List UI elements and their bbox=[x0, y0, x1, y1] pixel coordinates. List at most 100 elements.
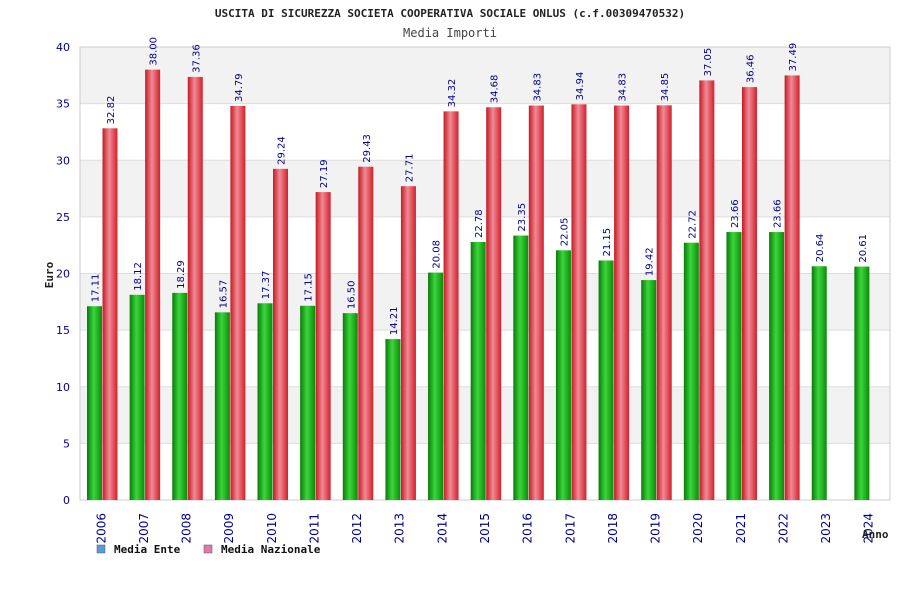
value-label-media-ente: 16.50 bbox=[346, 280, 357, 309]
bar-media-ente bbox=[87, 306, 102, 500]
bar-media-nazionale bbox=[273, 168, 289, 500]
bar-media-ente bbox=[641, 280, 657, 500]
x-tick-label: 2007 bbox=[137, 513, 151, 544]
value-label-media-nazionale: 36.46 bbox=[745, 54, 756, 83]
x-tick-label: 2024 bbox=[862, 513, 876, 544]
value-label-media-ente: 23.66 bbox=[773, 199, 784, 228]
value-label-media-ente: 16.57 bbox=[218, 280, 229, 309]
bar-media-ente bbox=[428, 272, 444, 500]
bars bbox=[87, 69, 870, 501]
bar-media-nazionale bbox=[571, 104, 587, 500]
bar-media-ente bbox=[683, 242, 699, 501]
bar-media-nazionale bbox=[784, 75, 800, 500]
chart-title: USCITA DI SICUREZZA SOCIETA COOPERATIVA … bbox=[215, 7, 685, 20]
x-tick-label: 2020 bbox=[691, 513, 705, 544]
bar-media-ente bbox=[385, 339, 401, 500]
bar-media-nazionale bbox=[230, 106, 246, 501]
legend: Media Ente Media Nazionale bbox=[96, 543, 321, 556]
bar-media-ente bbox=[598, 260, 614, 500]
value-label-media-ente: 22.78 bbox=[474, 209, 485, 238]
value-label-media-nazionale: 37.05 bbox=[703, 48, 714, 77]
legend-swatch-media-nazionale bbox=[203, 544, 213, 554]
bar-media-ente bbox=[555, 250, 571, 500]
value-label-media-ente: 22.05 bbox=[559, 218, 570, 247]
value-label-media-ente: 17.15 bbox=[304, 273, 315, 302]
bar-media-nazionale bbox=[614, 105, 630, 501]
y-tick-label: 5 bbox=[63, 437, 70, 450]
y-tick-label: 30 bbox=[56, 154, 70, 167]
value-label-media-nazionale: 29.24 bbox=[277, 136, 288, 165]
legend-label-media-nazionale: Media Nazionale bbox=[221, 543, 321, 556]
y-tick-label: 20 bbox=[56, 268, 70, 281]
bar-media-ente bbox=[513, 235, 529, 500]
value-label-media-nazionale: 37.49 bbox=[788, 43, 799, 72]
value-label-media-ente: 20.08 bbox=[432, 240, 443, 269]
bar-media-ente bbox=[769, 232, 785, 500]
x-tick-label: 2010 bbox=[265, 513, 279, 544]
value-label-media-nazionale: 34.85 bbox=[660, 73, 671, 102]
value-label-media-nazionale: 27.19 bbox=[319, 159, 330, 188]
bar-media-ente bbox=[214, 312, 230, 500]
value-label-media-nazionale: 34.83 bbox=[532, 73, 543, 102]
bar-media-nazionale bbox=[486, 107, 502, 501]
x-tick-label: 2012 bbox=[350, 513, 364, 544]
y-tick-label: 15 bbox=[56, 324, 70, 337]
bar-media-ente bbox=[726, 232, 742, 500]
value-label-media-nazionale: 34.79 bbox=[234, 73, 245, 102]
y-axis-label: Euro bbox=[43, 261, 56, 288]
bar-media-ente bbox=[257, 303, 273, 500]
bar-media-nazionale bbox=[358, 166, 374, 500]
value-label-media-nazionale: 38.00 bbox=[149, 37, 160, 66]
x-tick-label: 2021 bbox=[734, 513, 748, 544]
value-labels: 17.11 32.82 18.12 38.00 18.29 37.36 16.57 34.79… bbox=[91, 37, 869, 335]
value-label-media-ente: 22.72 bbox=[687, 210, 698, 239]
bar-media-ente bbox=[811, 266, 827, 500]
value-label-media-nazionale: 29.43 bbox=[362, 134, 373, 163]
legend-swatch-media-ente bbox=[96, 544, 106, 554]
x-axis-ticks: 2006 2007 2008 2009 2010 2011 2012 2013 2014 2015… bbox=[94, 513, 875, 544]
x-tick-label: 2009 bbox=[222, 513, 236, 544]
bar-media-nazionale bbox=[528, 105, 544, 501]
bar-media-nazionale bbox=[656, 105, 672, 500]
value-label-media-nazionale: 34.32 bbox=[447, 79, 458, 108]
bar-media-nazionale bbox=[400, 186, 416, 500]
value-label-media-ente: 23.35 bbox=[517, 203, 528, 232]
x-axis-label: Anno bbox=[862, 528, 889, 541]
value-label-media-ente: 19.42 bbox=[645, 247, 656, 276]
x-tick-label: 2008 bbox=[180, 513, 194, 544]
x-tick-label: 2013 bbox=[393, 513, 407, 544]
value-label-media-ente: 20.64 bbox=[815, 234, 826, 263]
value-label-media-nazionale: 37.36 bbox=[191, 44, 202, 73]
y-tick-label: 35 bbox=[56, 98, 70, 111]
x-tick-label: 2011 bbox=[307, 513, 321, 544]
value-label-media-ente: 14.21 bbox=[389, 306, 400, 335]
x-tick-label: 2015 bbox=[478, 513, 492, 544]
y-axis-ticks: 0 5 10 15 20 25 30 35 40 bbox=[56, 41, 70, 507]
value-label-media-ente: 20.61 bbox=[858, 234, 869, 263]
value-label-media-nazionale: 34.94 bbox=[575, 72, 586, 101]
y-tick-label: 10 bbox=[56, 381, 70, 394]
value-label-media-ente: 21.15 bbox=[602, 228, 613, 257]
bar-media-nazionale bbox=[187, 76, 203, 500]
x-tick-label: 2018 bbox=[606, 513, 620, 544]
value-label-media-ente: 18.12 bbox=[133, 262, 144, 291]
bar-media-ente bbox=[854, 266, 870, 500]
bar-media-nazionale bbox=[145, 69, 161, 501]
value-label-media-ente: 17.37 bbox=[261, 271, 272, 300]
bar-media-nazionale bbox=[315, 192, 331, 501]
bar-media-nazionale bbox=[102, 128, 118, 500]
value-label-media-ente: 23.66 bbox=[730, 199, 741, 228]
x-tick-label: 2006 bbox=[94, 513, 108, 544]
y-tick-label: 40 bbox=[56, 41, 70, 54]
bar-media-nazionale bbox=[741, 87, 757, 500]
y-tick-label: 25 bbox=[56, 211, 70, 224]
bar-media-ente bbox=[470, 242, 486, 501]
value-label-media-nazionale: 34.68 bbox=[490, 75, 501, 104]
x-tick-label: 2016 bbox=[521, 513, 535, 544]
value-label-media-ente: 18.29 bbox=[176, 260, 187, 289]
value-label-media-ente: 17.11 bbox=[91, 274, 102, 303]
legend-label-media-ente: Media Ente bbox=[114, 543, 181, 556]
x-tick-label: 2014 bbox=[435, 513, 449, 544]
value-label-media-nazionale: 27.71 bbox=[404, 154, 415, 183]
bar-media-nazionale bbox=[443, 111, 459, 501]
